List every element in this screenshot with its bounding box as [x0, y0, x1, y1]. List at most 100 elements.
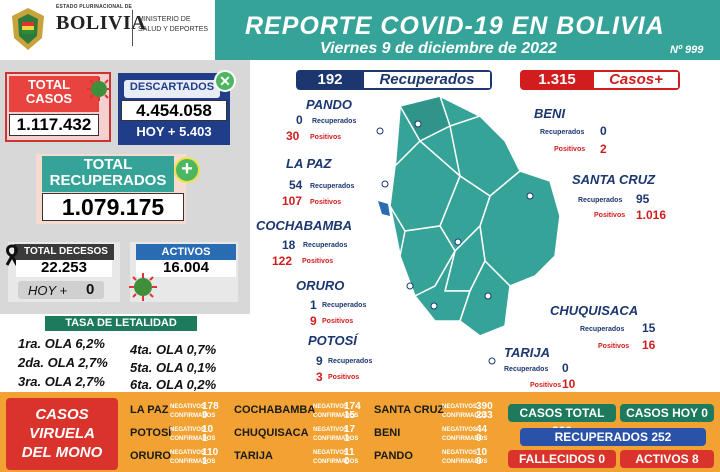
dept-chuquisaca-recovered-label: Recuperados: [580, 326, 625, 333]
monkeypox-dept-santacruz-conf-label: CONFIRMADOS: [442, 413, 488, 419]
total-cases-label-1: TOTAL: [27, 77, 71, 92]
discarded-header: [124, 80, 220, 98]
monkeypox-recovered: RECUPERADOS 252: [520, 428, 706, 446]
plus-icon: +: [174, 157, 200, 183]
monkeypox-dept-oruro-negatives: 110: [202, 447, 219, 458]
monkeypox-dept-beni-conf-label: CONFIRMADOS: [442, 436, 488, 442]
monkeypox-dept-cochabamba-name: COCHABAMBA: [234, 404, 316, 416]
dept-chuquisaca-name: CHUQUISACA: [550, 303, 639, 318]
dept-beni-positive-label: Positivos: [554, 146, 586, 153]
total-cases-value: 1.117.432: [9, 114, 99, 136]
header-divider: [132, 10, 133, 46]
national-recovered-label: Recuperados: [364, 72, 490, 88]
monkeypox-dept-tarija-conf-label: CONFIRMADOS: [313, 459, 359, 465]
monkeypox-dept-santacruz-negatives: 390: [476, 401, 493, 412]
monkeypox-dept-chuquisaca-negatives: 17: [344, 424, 356, 435]
ministry-line-2: SALUD Y DEPORTES: [138, 26, 209, 33]
monkeypox-dept-beni-confirmed: 0: [476, 433, 482, 444]
close-x-icon: ✕: [214, 70, 236, 92]
dept-oruro-name: ORURO: [296, 278, 345, 293]
wave-1: 1ra. OLA 6,2%: [18, 336, 105, 351]
national-cases-label: Casos+: [594, 72, 678, 88]
monkeypox-today-cases: CASOS HOY 0: [620, 404, 714, 422]
dept-cochabamba-recovered: 18: [282, 238, 296, 252]
dept-chuquisaca-positive: 16: [642, 338, 656, 352]
total-cases-header: [9, 76, 99, 112]
wave-2: 2da. OLA 2,7%: [18, 355, 108, 370]
monkeypox-dept-pando-conf-label: CONFIRMADOS: [442, 459, 488, 465]
discarded-label: DESCARTADOS: [129, 81, 215, 93]
monkeypox-dept-potos-negatives: 10: [202, 424, 214, 435]
gov-name: BOLIVIA: [56, 12, 147, 34]
monkeypox-dept-beni-negatives: 44: [476, 424, 488, 435]
monkeypox-dept-santacruz-neg-label: NEGATIVOS: [442, 404, 477, 410]
recovered-label-2: RECUPERADOS: [49, 172, 167, 189]
monkeypox-total-cases: CASOS TOTAL 260: [508, 404, 616, 438]
monkeypox-dept-chuquisaca-confirmed: 1: [344, 433, 350, 444]
monkeypox-dept-oruro-confirmed: 1: [202, 456, 208, 467]
dept-potosi-name: POTOSÍ: [308, 333, 357, 348]
national-recovered-value: 192: [298, 72, 362, 88]
dept-potosi-positive-label: Positivos: [328, 374, 360, 381]
monkeypox-dept-oruro-name: ORURO: [130, 450, 171, 462]
dept-chuquisaca-recovered: 15: [642, 321, 656, 335]
national-cases-value: 1.315: [522, 72, 592, 88]
deaths-today-value: 0: [86, 281, 95, 298]
monkeypox-dept-tarija-neg-label: NEGATIVOS: [313, 450, 348, 456]
dept-potosi-recovered: 9: [316, 354, 323, 368]
total-cases-label: TOTAL CASOS: [16, 78, 82, 106]
monkeypox-dept-lapaz-conf-label: CONFIRMADOS: [170, 413, 216, 419]
monkeypox-title-3: DEL MONO: [21, 444, 103, 461]
monkeypox-dept-beni-neg-label: NEGATIVOS: [442, 427, 477, 433]
dept-santacruz-name: SANTA CRUZ: [572, 172, 656, 187]
bolivia-map: [376, 94, 562, 365]
wave-5: 5ta. OLA 0,1%: [130, 360, 217, 375]
dept-tarija-recovered-label: Recuperados: [504, 366, 549, 373]
monkeypox-dept-pando-negatives: 10: [476, 447, 488, 458]
dept-lapaz-positive: 107: [282, 194, 303, 208]
monkeypox-title: CASOS VIRUELA DEL MONO: [6, 405, 118, 462]
monkeypox-dept-potos-confirmed: 1: [202, 433, 208, 444]
dept-lapaz-positive-label: Positivos: [310, 199, 342, 206]
dept-cochabamba-positive-label: Positivos: [302, 258, 334, 265]
monkeypox-dept-cochabamba-confirmed: 15: [344, 410, 356, 421]
monkeypox-dept-chuquisaca-conf-label: CONFIRMADOS: [313, 436, 359, 442]
monkeypox-dept-pando-neg-label: NEGATIVOS: [442, 450, 477, 456]
gov-small-label: ESTADO PLURINACIONAL DE: [56, 4, 133, 10]
dept-beni-positive: 2: [600, 142, 607, 156]
dept-tarija-recovered: 0: [562, 361, 569, 375]
monkeypox-title-bg: [6, 398, 118, 470]
dept-pando-positive-label: Positivos: [310, 134, 342, 141]
dept-pando-recovered: 0: [296, 113, 303, 127]
dept-tarija-name: TARIJA: [504, 345, 550, 360]
page-title: REPORTE COVID-19 EN BOLIVIA: [245, 12, 665, 40]
dept-santacruz-recovered-label: Recuperados: [578, 197, 623, 204]
dept-beni-recovered-label: Recuperados: [540, 129, 585, 136]
monkeypox-dept-pando-confirmed: 0: [476, 456, 482, 467]
monkeypox-dept-beni-name: BENI: [374, 427, 401, 439]
monkeypox-dept-potos-name: POTOSÍ: [130, 427, 172, 439]
monkeypox-dept-santacruz-confirmed: 233: [476, 410, 493, 421]
deaths-value: 22.253: [16, 260, 112, 277]
deaths-header: [14, 244, 114, 260]
monkeypox-dept-cochabamba-negatives: 174: [344, 401, 361, 412]
report-number: Nº 999: [670, 44, 704, 56]
dept-beni-recovered: 0: [600, 124, 607, 138]
monkeypox-dept-chuquisaca-name: CHUQUISACA: [234, 427, 309, 439]
dept-tarija-positive: 10: [562, 377, 576, 391]
lethality-title-bg: [45, 316, 197, 331]
monkeypox-dept-tarija-name: TARIJA: [234, 450, 273, 462]
active-header: [136, 244, 236, 260]
dept-santacruz-recovered: 95: [636, 192, 650, 206]
monkeypox-title-1: CASOS: [35, 406, 89, 423]
monkeypox-dept-lapaz-name: LA PAZ: [130, 404, 169, 416]
monkeypox-dept-oruro-neg-label: NEGATIVOS: [170, 450, 205, 456]
deaths-today-label: HOY +: [28, 283, 68, 298]
coat-of-arms-icon: [12, 8, 44, 50]
monkeypox-dept-cochabamba-neg-label: NEGATIVOS: [313, 404, 348, 410]
monkeypox-dept-lapaz-neg-label: NEGATIVOS: [170, 404, 205, 410]
dept-pando-positive: 30: [286, 129, 300, 143]
monkeypox-dept-oruro-conf-label: CONFIRMADOS: [170, 459, 216, 465]
dept-potosi-recovered-label: Recuperados: [328, 358, 373, 365]
dept-oruro-positive-label: Positivos: [322, 318, 354, 325]
